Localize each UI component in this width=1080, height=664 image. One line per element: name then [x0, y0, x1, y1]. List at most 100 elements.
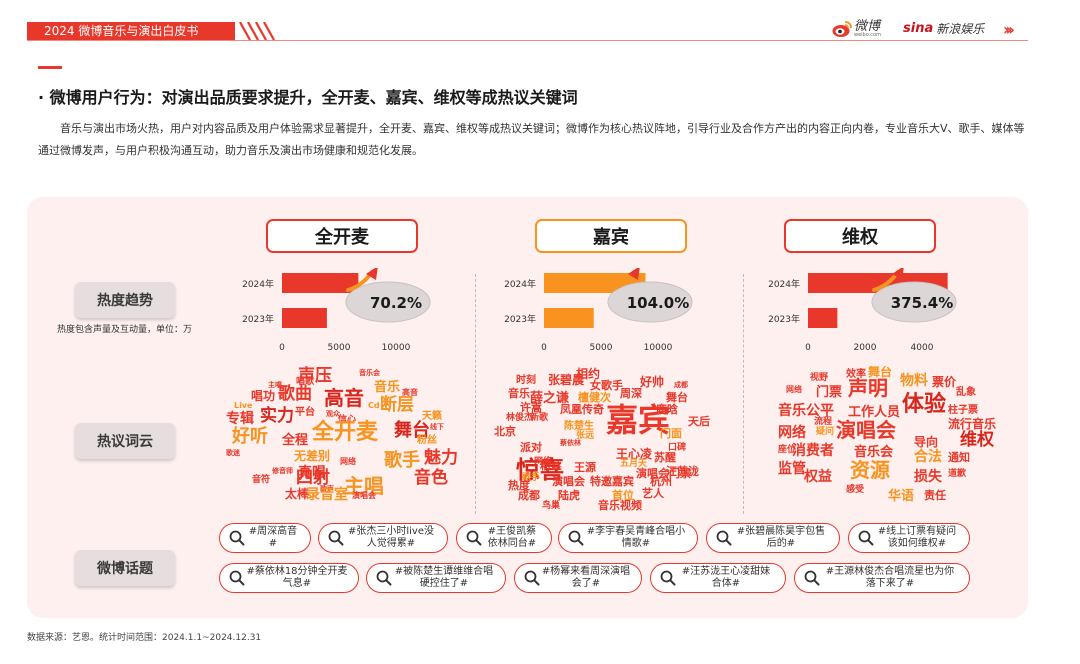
word-cloud-word: 相约 [576, 367, 601, 381]
chart-bar [808, 308, 838, 328]
word-cloud-word: 效率 [846, 369, 866, 380]
word-cloud-word: 全程 [282, 433, 309, 448]
data-source-footer: 数据来源：艺恩。统计时间范围：2024.1.1~2024.12.31 [27, 633, 262, 643]
topic-chip[interactable]: #李宇春吴青峰合唱小情歌# [558, 523, 698, 553]
word-cloud-word: 断层 [380, 395, 414, 415]
weibo-logo: 微博 weibo.com [832, 17, 881, 41]
topic-chip-label: #王源林俊杰合唱流星也为你落下来了# [825, 566, 955, 589]
word-cloud-word: 演唱会 [552, 475, 585, 488]
word-cloud-word: 陈楚生 [564, 421, 594, 432]
word-cloud-word: 音乐视频 [598, 499, 642, 512]
word-cloud-word: 好帅 [640, 375, 665, 389]
word-cloud-word: 网络 [340, 457, 356, 466]
search-icon [804, 570, 820, 586]
topic-chip[interactable]: #张碧晨陈昊宇包售后的# [706, 523, 840, 553]
growth-arrow-head-icon [366, 268, 378, 280]
topic-chip-label: #蔡依林18分钟全开麦气息# [246, 566, 348, 589]
stripe-decoration [239, 22, 275, 40]
search-icon [716, 530, 732, 546]
weibo-logo-text: 微博 [854, 19, 881, 34]
word-cloud-jiabin: 相约 时刻 张碧晨 女歌手 好帅 成都 音乐 薛之谦 檀健次 周深 舞台 许嵩 凤凰传奇 鹿晗 林俊杰 新歌嘉… [494, 364, 728, 514]
word-cloud-word: 座位 [778, 445, 797, 455]
word-cloud-word: 魅力 [424, 448, 458, 468]
search-icon [376, 570, 392, 586]
word-cloud-word: 门票 [816, 385, 843, 400]
word-cloud-word: 无差别 [294, 449, 331, 463]
word-cloud-word: 通知 [948, 451, 970, 464]
word-cloud-word: Live [234, 401, 253, 410]
growth-badge [607, 281, 693, 323]
word-cloud-word: 权益 [804, 469, 832, 485]
report-title: 2024 微博音乐与演出白皮书 [44, 24, 199, 38]
word-cloud-word: 门面 [660, 427, 682, 440]
word-cloud-word: Cd [368, 401, 380, 410]
sina-logo-mark: sina [903, 21, 934, 36]
growth-badge-value: 104.0% [627, 294, 689, 312]
topic-chip-label: #张碧晨陈昊宇包售后的# [736, 526, 826, 549]
chart-tick-label: 10000 [644, 343, 673, 353]
word-cloud-word: 周深 [620, 387, 642, 400]
trend-chart-quankaimai: 2024年 2023年 0 5000 10000 70.2% [242, 268, 431, 353]
topic-chip[interactable]: #蔡依林18分钟全开麦气息# [219, 563, 359, 593]
topic-chip[interactable]: #王俊凯蔡依林同台# [456, 523, 552, 553]
word-cloud-quankaimai: 声压 唱歌 音乐会 主唱 歌曲 高音 音乐 唱功 高音 Live 平台 观众 信心 Cd 断层 专辑 实力 全开麦… [226, 364, 460, 504]
word-cloud-word: 网络 [786, 385, 802, 394]
topic-chip[interactable]: #杨幂来看周深演唱会了# [514, 563, 642, 593]
trend-chart-jiabin: 2024年 2023年 0 5000 10000 104.0% [504, 268, 693, 353]
search-icon [229, 530, 245, 546]
keyword-box-quankaimai: 全开麦 [266, 219, 418, 253]
word-cloud-word: 演唱会 [836, 418, 896, 442]
word-cloud-word: 柱子票 [948, 405, 978, 416]
chart-category-label: 2024年 [504, 278, 536, 290]
word-cloud-word: 消费者 [792, 443, 834, 459]
section-accent-bar [38, 66, 62, 69]
topic-chip[interactable]: #王源林俊杰合唱流星也为你落下来了# [794, 563, 970, 593]
topic-chip[interactable]: #被陈楚生谭维维合唱硬控住了# [366, 563, 506, 593]
word-cloud-word: 修音师 [272, 467, 293, 475]
word-cloud-word: 主唱 [268, 381, 282, 389]
topic-chip[interactable]: #汪苏泷王心凌甜妹合体# [650, 563, 786, 593]
word-cloud-word: 体验 [902, 392, 947, 417]
topic-chip[interactable]: #张杰三小时live没人觉得累# [318, 523, 448, 553]
growth-badge-value: 70.2% [370, 294, 422, 312]
word-cloud-word: 新歌 [530, 413, 549, 423]
row-label-trend: 热度趋势 [75, 282, 175, 318]
growth-badge-value: 375.4% [891, 294, 953, 312]
chart-tick-label: 10000 [382, 343, 411, 353]
body-paragraph: 音乐与演出市场火热，用户对内容品质及用户体验需求显著提升，全开麦、嘉宾、维权等成… [38, 122, 1025, 157]
word-cloud-weiquan: 效率 舞台 视野 物料 票价 网络 门票 声明 乱象 体验 柱子票 音乐公平 工作人员 流程 流行音乐 网络疑… [770, 366, 1004, 506]
word-cloud-word: 疑问 [816, 427, 835, 437]
word-cloud-word: 维权 [960, 430, 994, 450]
header-rule [27, 40, 1028, 41]
word-cloud-word: 专辑 [226, 411, 254, 427]
row-label-wordcloud: 热议词云 [75, 423, 175, 459]
word-cloud-word: 成都 [518, 489, 540, 502]
word-cloud-word: 流行音乐 [948, 417, 997, 431]
chart-tick-label: 4000 [911, 343, 934, 353]
word-cloud-word: 王心凌 [616, 447, 653, 461]
word-cloud-word: 陆虎 [558, 489, 580, 502]
trend-unit-note: 热度包含声量及互动量，单位：万 [57, 325, 193, 335]
word-cloud-word: 薛之谦 [530, 391, 570, 406]
word-cloud-word: 五月天 [620, 459, 648, 469]
word-cloud-word: 平台 [295, 407, 315, 418]
word-cloud-word: 特邀嘉宾 [590, 475, 634, 488]
word-cloud-word: 嘉宾 [606, 401, 671, 439]
word-cloud-word: 四射 [296, 468, 330, 488]
topic-chip[interactable]: #线上订票有疑问该如何维权# [848, 523, 970, 553]
word-cloud-word: 演唱会 [352, 491, 376, 500]
word-cloud-word: 声压 [298, 366, 332, 386]
search-icon [524, 570, 540, 586]
word-cloud-word: 粉丝 [417, 435, 437, 446]
word-cloud-word: 派对 [520, 441, 542, 454]
search-icon [568, 530, 584, 546]
search-icon [466, 530, 482, 546]
word-cloud-word: 票价 [932, 375, 957, 389]
word-cloud-word: 主唱 [344, 474, 384, 498]
word-cloud-word: 惊喜 [516, 456, 564, 484]
topic-chip[interactable]: #周深高音# [219, 523, 311, 553]
word-cloud-word: 张远 [576, 431, 595, 441]
word-cloud-word: 音乐 [374, 380, 401, 395]
word-cloud-word: 音色 [414, 468, 448, 488]
